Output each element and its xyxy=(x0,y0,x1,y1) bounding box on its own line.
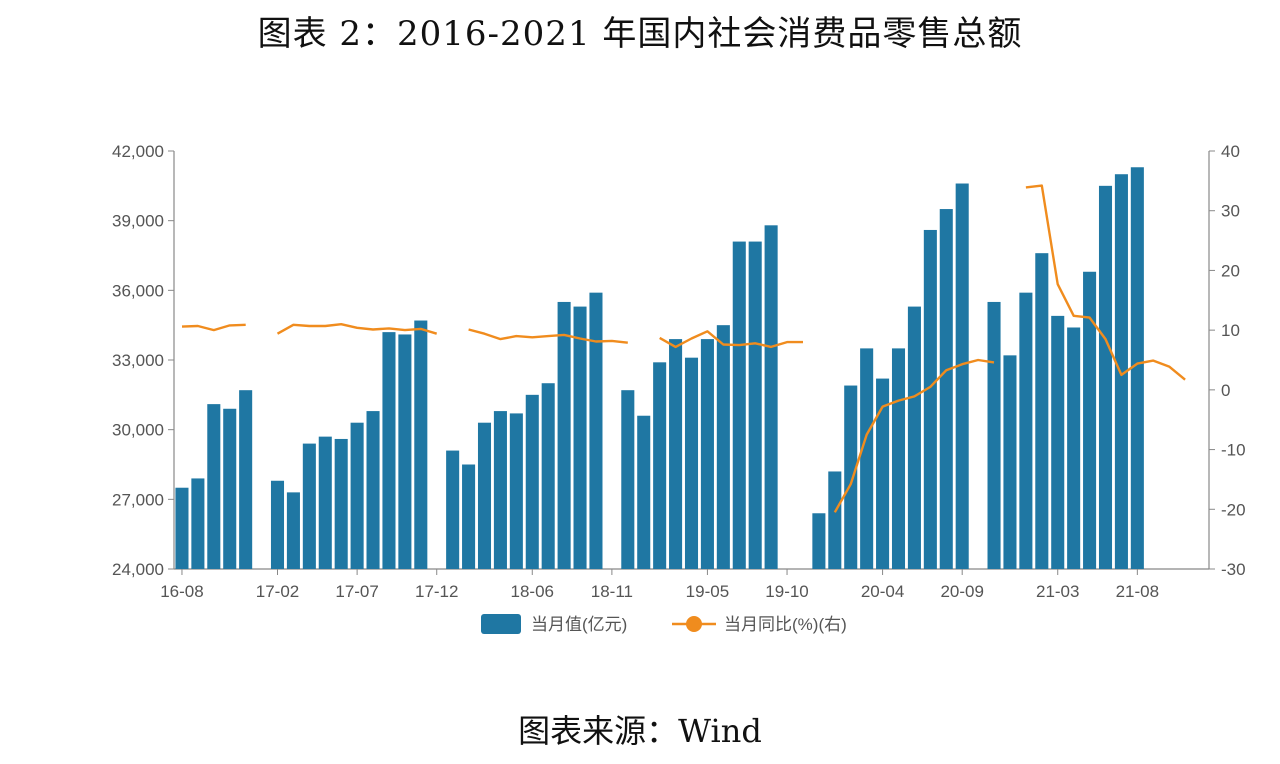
source-note: 图表来源：Wind xyxy=(518,712,762,750)
bar-series xyxy=(175,167,1144,570)
bar xyxy=(923,229,937,569)
bar xyxy=(828,471,842,569)
bar xyxy=(175,487,189,569)
y-right-tick-label: 30 xyxy=(1221,202,1240,221)
bar xyxy=(350,422,364,569)
bar xyxy=(653,362,667,569)
y-left-tick-label: 36,000 xyxy=(112,281,164,300)
bar xyxy=(334,438,348,569)
legend-bar-swatch xyxy=(481,614,521,634)
bar xyxy=(860,348,874,569)
legend-line-marker xyxy=(686,616,702,632)
bar xyxy=(764,225,778,570)
x-tick-label: 17-07 xyxy=(335,582,378,601)
x-tick-label: 19-10 xyxy=(765,582,808,601)
y-left-tick-label: 30,000 xyxy=(112,421,164,440)
line-series xyxy=(181,184,1186,513)
x-tick-label: 21-03 xyxy=(1036,582,1079,601)
bar xyxy=(207,404,221,569)
bar xyxy=(844,385,858,569)
y-right-tick-label: 10 xyxy=(1221,321,1240,340)
bar xyxy=(907,306,921,569)
bar xyxy=(748,241,762,570)
x-tick-label: 18-11 xyxy=(591,582,633,601)
y-right-tick-label: -30 xyxy=(1221,560,1246,579)
bar xyxy=(525,394,539,569)
bar xyxy=(716,325,730,569)
bar xyxy=(669,339,683,569)
bar xyxy=(414,320,428,569)
bar xyxy=(621,390,635,569)
bar xyxy=(446,450,460,569)
bar xyxy=(955,183,969,569)
bar xyxy=(589,292,603,569)
bar xyxy=(1003,355,1017,569)
x-tick-label: 16-08 xyxy=(160,582,203,601)
x-tick-label: 20-09 xyxy=(940,582,983,601)
y-right-tick-label: -20 xyxy=(1221,500,1246,519)
bar xyxy=(891,348,906,569)
y-left-tick-label: 39,000 xyxy=(112,212,164,231)
yoy-line xyxy=(181,184,1186,513)
y-left-tick-label: 33,000 xyxy=(112,351,164,370)
bar xyxy=(462,464,476,569)
bar xyxy=(637,415,651,569)
legend-bar-label: 当月值(亿元) xyxy=(531,615,627,634)
bar xyxy=(573,306,587,569)
bar xyxy=(223,408,237,569)
bar xyxy=(541,383,555,569)
bar xyxy=(366,411,380,569)
x-tick-label: 17-12 xyxy=(415,582,458,601)
y-left-tick-label: 24,000 xyxy=(112,560,164,579)
x-tick-label: 19-05 xyxy=(686,582,729,601)
bar xyxy=(1067,327,1081,569)
bar xyxy=(1083,271,1097,569)
x-tick-label: 20-04 xyxy=(861,582,904,601)
legend-line-label: 当月同比(%)(右) xyxy=(724,615,847,634)
bar xyxy=(1130,167,1144,569)
bar xyxy=(191,478,205,569)
x-tick-label: 18-06 xyxy=(511,582,554,601)
y-right-tick-label: 40 xyxy=(1221,142,1240,161)
x-tick-label: 17-02 xyxy=(256,582,299,601)
bar xyxy=(1035,253,1049,569)
bar xyxy=(684,357,699,569)
bar xyxy=(987,301,1001,569)
bar xyxy=(700,339,714,569)
bar xyxy=(302,443,316,569)
legend[interactable]: 当月值(亿元) 当月同比(%)(右) xyxy=(481,614,847,634)
bar xyxy=(876,378,890,569)
page-title: 图表 2：2016-2021 年国内社会消费品零售总额 xyxy=(257,14,1023,54)
bar xyxy=(1114,174,1128,569)
bar xyxy=(270,480,285,569)
x-tick-label: 21-08 xyxy=(1116,582,1159,601)
bar xyxy=(1051,315,1065,569)
bar xyxy=(239,390,253,569)
bar xyxy=(382,332,396,569)
bar xyxy=(1098,185,1113,570)
y-right-tick-label: -10 xyxy=(1221,441,1246,460)
bar xyxy=(509,413,523,569)
bar xyxy=(398,334,412,569)
y-right-tick-label: 0 xyxy=(1221,381,1230,400)
y-left-tick-label: 42,000 xyxy=(112,142,164,161)
y-left-tick-label: 27,000 xyxy=(112,490,164,509)
bar xyxy=(939,209,953,570)
bar xyxy=(1019,292,1033,569)
bar xyxy=(812,513,826,569)
bar xyxy=(318,436,332,569)
bar xyxy=(732,241,746,570)
retail-sales-chart: 24,000 27,000 30,000 33,000 36,000 39,000 42,0… xyxy=(112,142,1246,634)
y-right-tick-label: 20 xyxy=(1221,261,1240,280)
bar xyxy=(286,492,300,569)
bar xyxy=(493,411,507,569)
bar xyxy=(477,422,492,569)
bar xyxy=(557,301,571,569)
